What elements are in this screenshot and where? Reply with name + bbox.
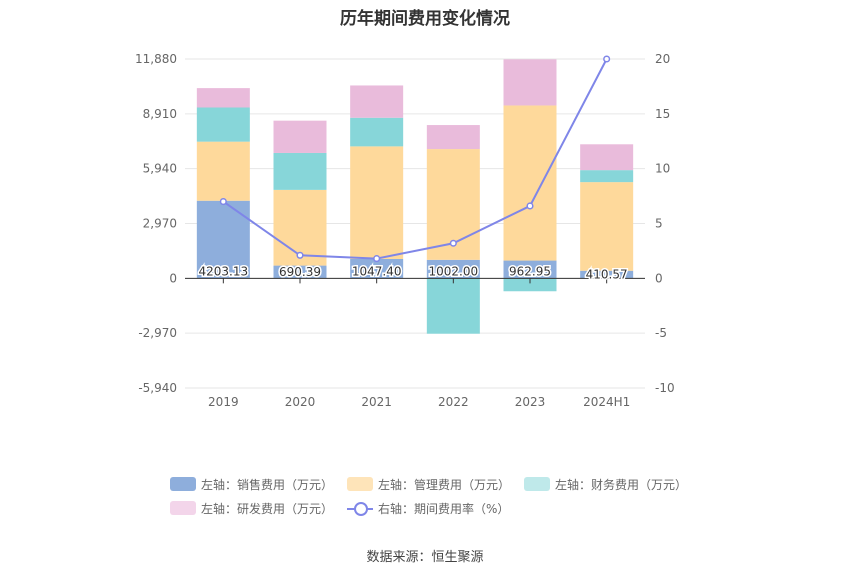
x-tick-label: 2019: [208, 395, 239, 409]
y-left-tick-label: 5,940: [143, 162, 177, 176]
rate-point-2022: [449, 239, 457, 247]
y-right-tick-label: 5: [655, 217, 663, 231]
bar-finance-2019: [196, 107, 250, 142]
bar-rnd-2024H1: [580, 144, 634, 171]
bar-sales-2021: [350, 258, 404, 279]
rate-point-2021: [373, 255, 381, 263]
y-left-tick-label: 8,910: [143, 107, 177, 121]
legend-row: 左轴：研发费用（万元） 右轴：期间费用率（%）: [170, 496, 730, 520]
x-tick-label: 2023: [515, 395, 546, 409]
chart-legend: 左轴：销售费用（万元） 左轴：管理费用（万元） 左轴：财务费用（万元） 左轴：研发费用…: [170, 472, 730, 520]
legend-item[interactable]: 左轴：销售费用（万元）: [170, 476, 333, 493]
legend-swatch: [524, 477, 551, 491]
bar-mgmt-2023: [503, 105, 557, 261]
chart-title: 历年期间费用变化情况: [340, 9, 510, 29]
bar-finance-2021: [350, 117, 404, 147]
x-tick-label: 2020: [285, 395, 316, 409]
rate-point-2023: [526, 202, 534, 210]
legend-row: 左轴：销售费用（万元） 左轴：管理费用（万元） 左轴：财务费用（万元）: [170, 472, 730, 496]
bar-mgmt-2021: [350, 146, 404, 259]
bar-finance-2022: [426, 278, 480, 334]
bar-rnd-2022: [426, 125, 480, 150]
bar-sales-2024H1: [580, 270, 634, 279]
rate-line: [222, 58, 608, 260]
sales-data-label: 690.39: [279, 265, 321, 279]
bar-sales-2022: [426, 259, 480, 279]
bar-mgmt-2024H1: [580, 182, 634, 271]
sales-data-label: 962.95: [509, 264, 551, 278]
bar-rnd-2019: [196, 88, 250, 108]
bar-finance-2023: [503, 278, 557, 292]
sales-data-label: 1002.00: [429, 264, 479, 278]
x-tick-label: 2021: [361, 395, 392, 409]
rate-point-2020: [296, 251, 304, 259]
legend-label: 右轴：期间费用率（%）: [378, 501, 510, 516]
x-tick-label: 2024H1: [583, 395, 630, 409]
sales-data-label: 1047.40: [352, 264, 402, 278]
sales-data-label: 410.57: [586, 268, 628, 282]
legend-swatch: [170, 501, 196, 515]
y-right-tick-label: 15: [655, 107, 670, 121]
y-right-tick-label: 0: [655, 271, 663, 285]
legend-swatch: [170, 477, 196, 491]
y-left-tick-label: 2,970: [143, 217, 177, 231]
rate-point-2024H1: [603, 55, 611, 63]
y-right-tick-label: -5: [655, 326, 667, 340]
bar-sales-2023: [503, 260, 557, 279]
sales-data-label: 4203.13: [199, 264, 249, 278]
legend-label: 左轴：研发费用（万元）: [201, 501, 334, 516]
y-left-tick-label: 11,880: [135, 52, 177, 66]
legend-label: 左轴：销售费用（万元）: [201, 477, 334, 492]
legend-item[interactable]: 左轴：管理费用（万元）: [347, 476, 510, 493]
y-right-tick-label: -10: [655, 381, 675, 395]
bar-finance-2020: [273, 152, 327, 190]
bar-rnd-2020: [273, 120, 327, 153]
legend-item[interactable]: 左轴：研发费用（万元）: [170, 500, 333, 517]
data-source: 数据来源：恒生聚源: [366, 550, 484, 565]
bar-rnd-2023: [503, 59, 557, 106]
bar-mgmt-2019: [196, 141, 250, 201]
legend-item[interactable]: 左轴：财务费用（万元）: [524, 476, 687, 493]
y-left-tick-label: 0: [169, 271, 177, 285]
rate-point-2019: [219, 198, 227, 206]
y-left-tick-label: -2,970: [138, 326, 177, 340]
chart-svg: 11,880 8,910 5,940 2,970 0 -2,970 -5,940 20 15 10…: [135, 52, 675, 409]
y-right-tick-label: 20: [655, 52, 670, 66]
bar-sales-2020: [273, 265, 327, 279]
legend-label: 左轴：管理费用（万元）: [378, 477, 511, 492]
legend-line-marker-icon: [347, 501, 374, 516]
y-right-tick-label: 10: [655, 162, 670, 176]
legend-item[interactable]: 右轴：期间费用率（%）: [347, 500, 509, 517]
legend-swatch: [347, 477, 374, 491]
y-left-tick-label: -5,940: [138, 381, 177, 395]
x-tick-label: 2022: [438, 395, 469, 409]
legend-label: 左轴：财务费用（万元）: [555, 477, 688, 492]
bar-rnd-2021: [350, 85, 404, 118]
bar-finance-2024H1: [580, 170, 634, 183]
